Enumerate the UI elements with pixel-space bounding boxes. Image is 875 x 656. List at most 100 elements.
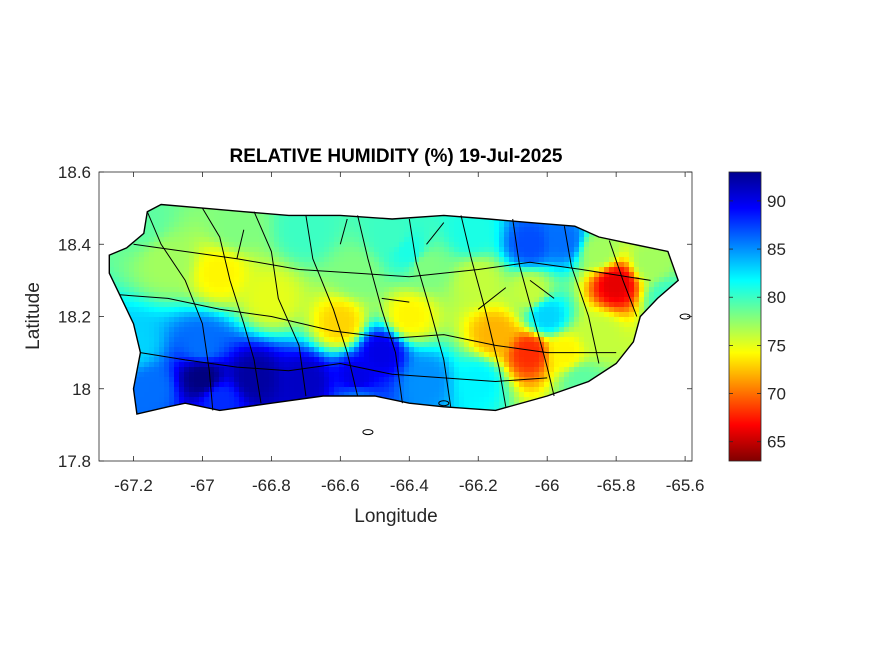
field-cell bbox=[169, 287, 175, 293]
field-cell bbox=[284, 307, 290, 313]
field-cell bbox=[164, 237, 170, 243]
field-cell bbox=[414, 342, 420, 348]
field-cell bbox=[249, 227, 255, 233]
field-cell bbox=[284, 357, 290, 363]
field-cell bbox=[379, 277, 385, 283]
field-cell bbox=[344, 227, 350, 233]
field-cell bbox=[234, 302, 240, 308]
field-cell bbox=[574, 337, 580, 343]
field-cell bbox=[524, 327, 530, 333]
field-cell bbox=[529, 257, 535, 263]
field-cell bbox=[164, 352, 170, 358]
field-cell bbox=[199, 362, 205, 368]
field-cell bbox=[319, 237, 325, 243]
field-cell bbox=[549, 327, 555, 333]
field-cell bbox=[669, 277, 675, 283]
field-cell bbox=[499, 237, 505, 243]
field-cell bbox=[279, 332, 285, 338]
field-cell bbox=[379, 287, 385, 293]
field-cell bbox=[374, 352, 380, 358]
field-cell bbox=[379, 327, 385, 333]
field-cell bbox=[169, 372, 175, 378]
field-cell bbox=[474, 262, 480, 268]
field-cell bbox=[344, 287, 350, 293]
field-cell bbox=[269, 347, 275, 353]
field-cell bbox=[209, 282, 215, 288]
field-cell bbox=[499, 347, 505, 353]
field-cell bbox=[259, 342, 265, 348]
field-cell bbox=[444, 252, 450, 258]
field-cell bbox=[474, 272, 480, 278]
field-cell bbox=[114, 272, 120, 278]
field-cell bbox=[614, 252, 620, 258]
field-cell bbox=[369, 222, 375, 228]
field-cell bbox=[149, 212, 155, 218]
field-cell bbox=[534, 232, 540, 238]
field-cell bbox=[234, 257, 240, 263]
field-cell bbox=[629, 337, 635, 343]
field-cell bbox=[264, 262, 270, 268]
field-cell bbox=[409, 267, 415, 273]
field-cell bbox=[289, 257, 295, 263]
field-cell bbox=[344, 237, 350, 243]
field-cell bbox=[584, 302, 590, 308]
field-cell bbox=[144, 297, 150, 303]
field-cell bbox=[284, 347, 290, 353]
field-cell bbox=[189, 372, 195, 378]
field-cell bbox=[224, 362, 230, 368]
field-cell bbox=[409, 332, 415, 338]
field-cell bbox=[269, 257, 275, 263]
field-cell bbox=[569, 367, 575, 373]
field-cell bbox=[289, 282, 295, 288]
field-cell bbox=[544, 222, 550, 228]
field-cell bbox=[574, 282, 580, 288]
field-cell bbox=[299, 292, 305, 298]
field-cell bbox=[579, 302, 585, 308]
field-cell bbox=[464, 322, 470, 328]
field-cell bbox=[594, 237, 600, 243]
field-cell bbox=[304, 277, 310, 283]
field-cell bbox=[289, 287, 295, 293]
field-cell bbox=[249, 337, 255, 343]
field-cell bbox=[369, 227, 375, 233]
field-cell bbox=[144, 357, 150, 363]
field-cell bbox=[459, 287, 465, 293]
field-cell bbox=[519, 317, 525, 323]
field-cell bbox=[219, 337, 225, 343]
field-cell bbox=[269, 292, 275, 298]
field-cell bbox=[349, 287, 355, 293]
field-cell bbox=[294, 262, 300, 268]
field-cell bbox=[319, 312, 325, 318]
field-cell bbox=[464, 267, 470, 273]
field-cell bbox=[589, 282, 595, 288]
field-cell bbox=[444, 257, 450, 263]
field-cell bbox=[484, 352, 490, 358]
field-cell bbox=[264, 272, 270, 278]
field-cell bbox=[219, 277, 225, 283]
field-cell bbox=[479, 302, 485, 308]
field-cell bbox=[374, 277, 380, 283]
field-cell bbox=[314, 222, 320, 228]
field-cell bbox=[549, 282, 555, 288]
field-cell bbox=[349, 247, 355, 253]
field-cell bbox=[409, 292, 415, 298]
field-cell bbox=[474, 237, 480, 243]
field-cell bbox=[209, 312, 215, 318]
field-cell bbox=[474, 342, 480, 348]
field-cell bbox=[559, 227, 565, 233]
field-cell bbox=[144, 282, 150, 288]
field-cell bbox=[624, 317, 630, 323]
field-cell bbox=[389, 247, 395, 253]
field-cell bbox=[199, 287, 205, 293]
field-cell bbox=[349, 362, 355, 368]
field-cell bbox=[464, 262, 470, 268]
field-cell bbox=[564, 337, 570, 343]
field-cell bbox=[264, 312, 270, 318]
field-cell bbox=[384, 267, 390, 273]
field-cell bbox=[209, 307, 215, 313]
field-cell bbox=[494, 237, 500, 243]
field-cell bbox=[559, 252, 565, 258]
field-cell bbox=[439, 347, 445, 353]
field-cell bbox=[349, 297, 355, 303]
field-cell bbox=[194, 342, 200, 348]
